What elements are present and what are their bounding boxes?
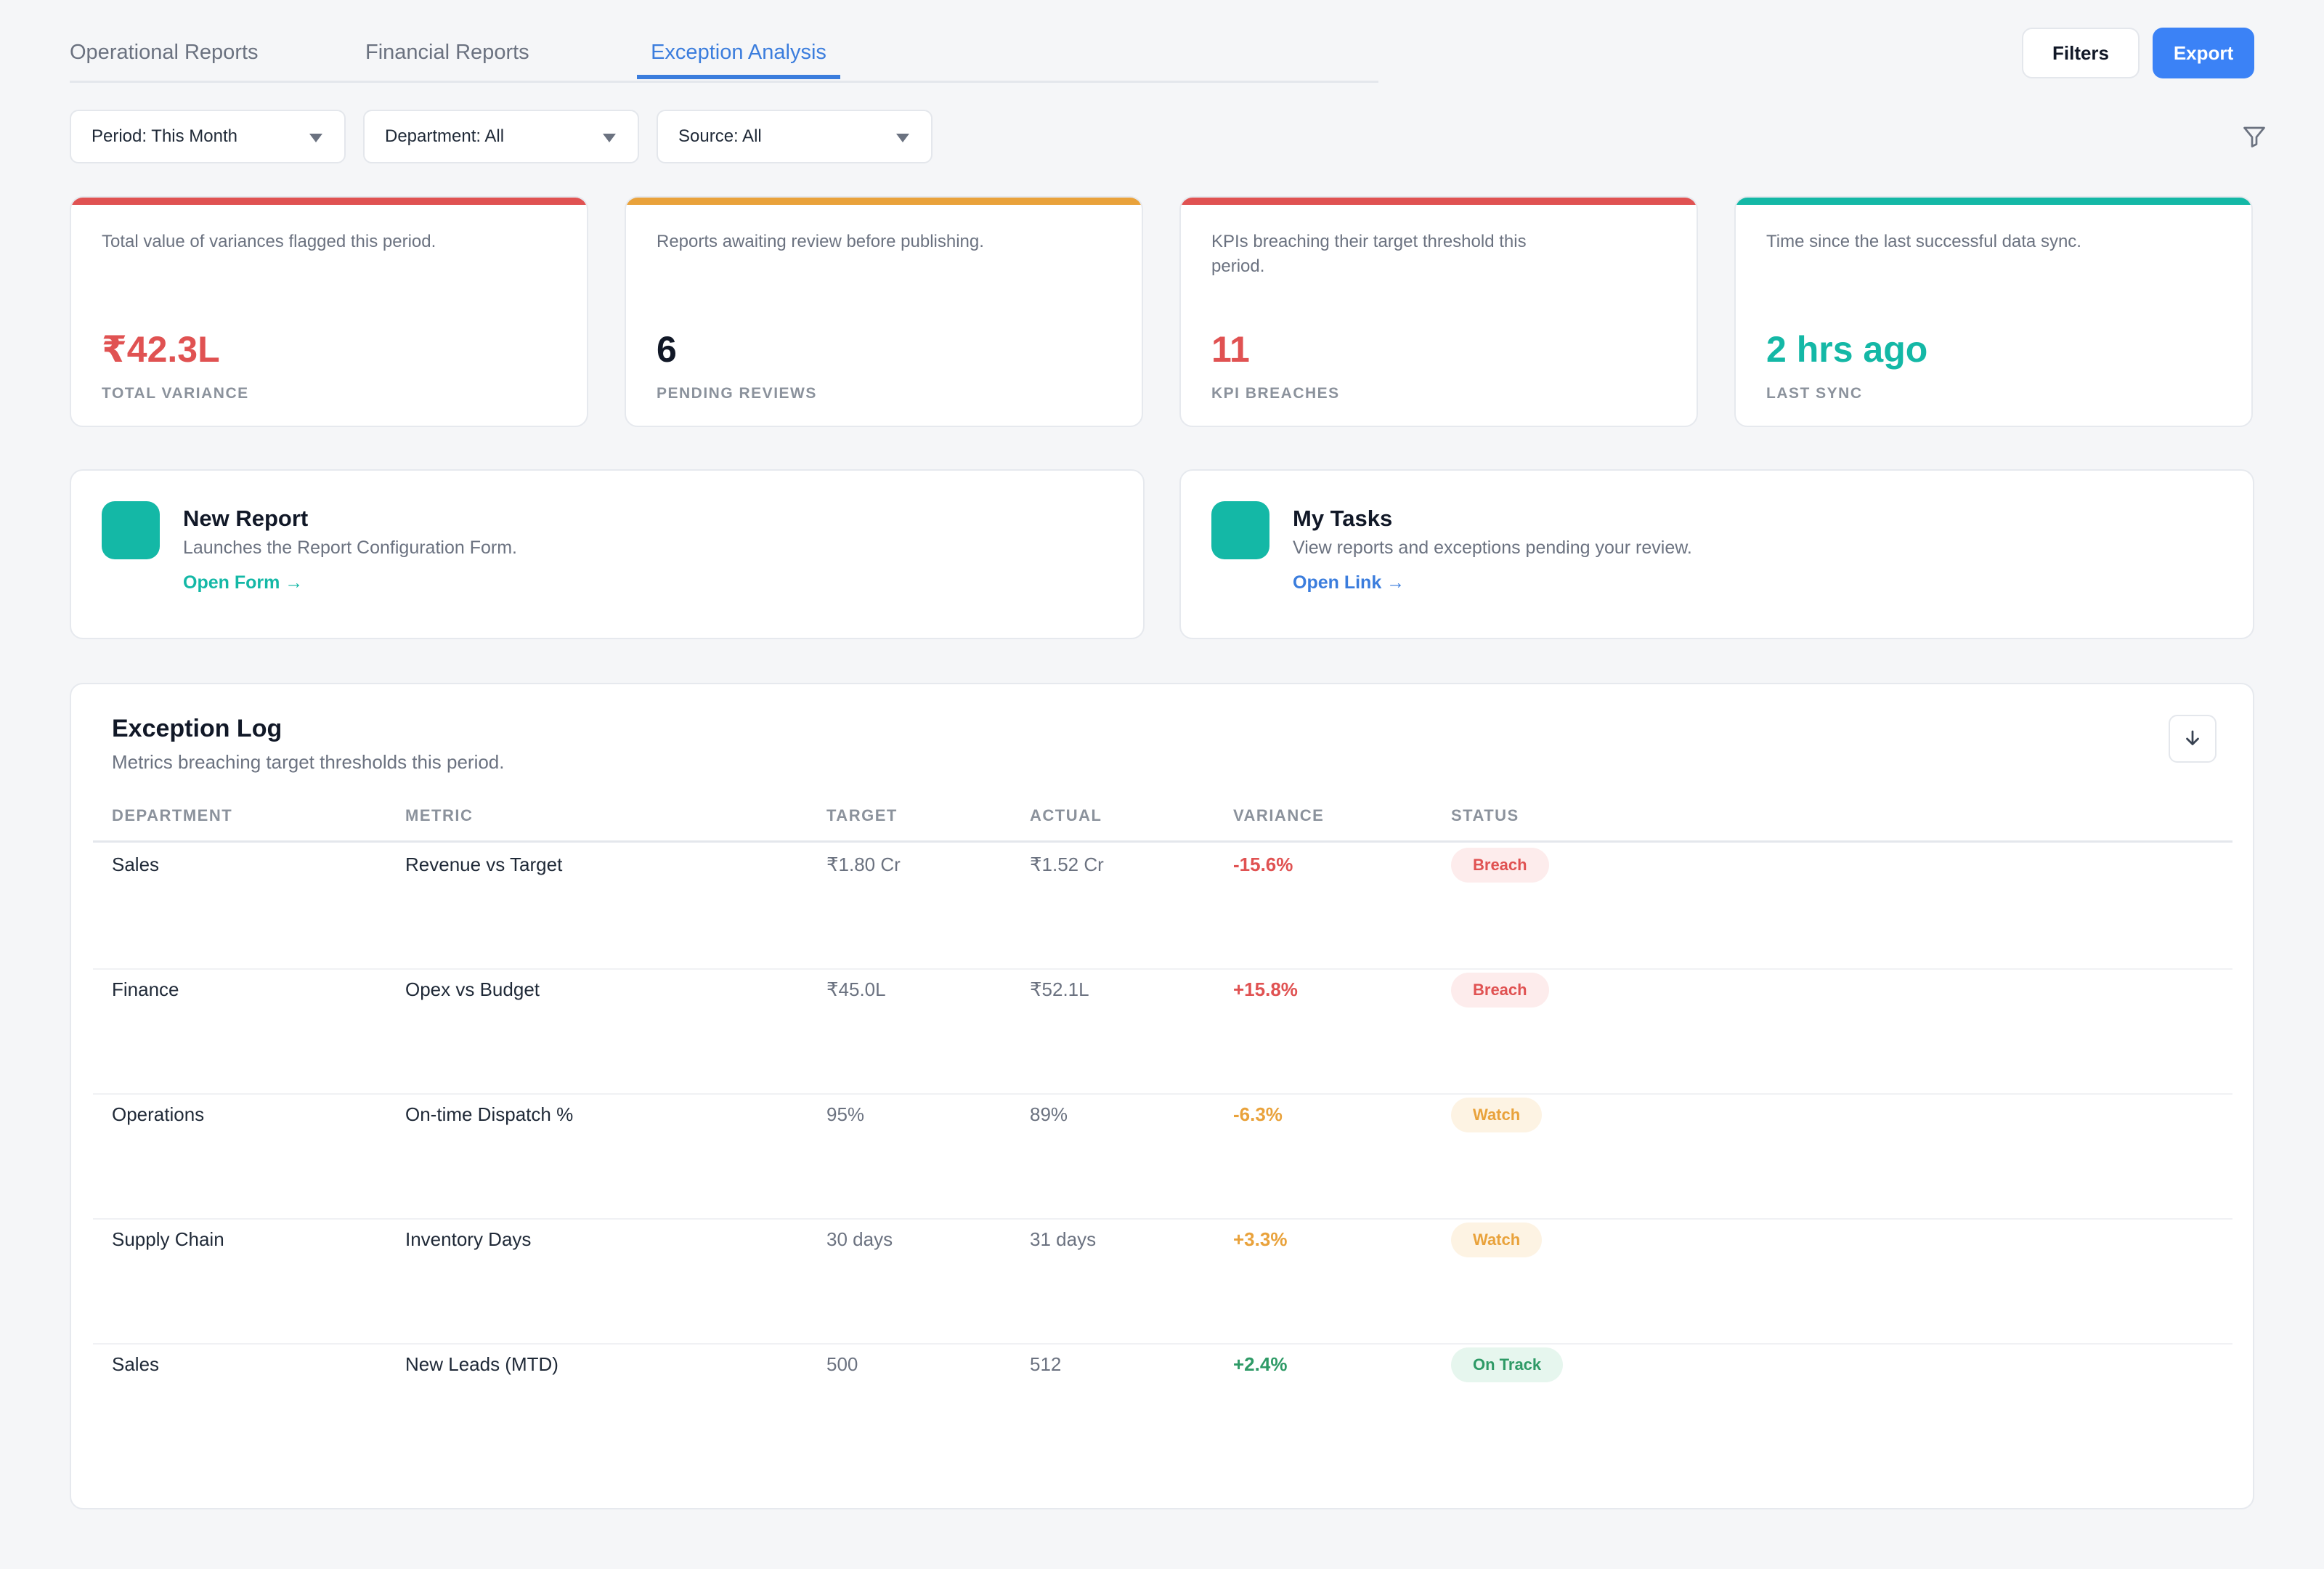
new-report-title: New Report bbox=[183, 506, 309, 531]
download-icon bbox=[2186, 730, 2199, 745]
cell-actual: ₹52.1L bbox=[1030, 978, 1089, 1000]
cell-department: Supply Chain bbox=[112, 1228, 224, 1250]
open-form-link[interactable]: Open Form → bbox=[183, 572, 304, 593]
source-select[interactable]: Source: All bbox=[657, 110, 933, 163]
kpi-value: 6 bbox=[657, 329, 677, 370]
kpi-card-kpi-breaches: KPIs breaching their target threshold th… bbox=[1179, 196, 1698, 427]
period-select[interactable]: Period: This Month bbox=[70, 110, 346, 163]
my-tasks-icon bbox=[1211, 501, 1269, 559]
status-badge: Breach bbox=[1451, 848, 1549, 883]
kpi-value: 11 bbox=[1211, 329, 1250, 370]
kpi-label: TOTAL VARIANCE bbox=[102, 385, 249, 402]
cell-metric: Opex vs Budget bbox=[405, 978, 540, 1000]
filters-button[interactable]: Filters bbox=[2022, 28, 2140, 78]
cell-metric: Revenue vs Target bbox=[405, 854, 563, 875]
kpi-accent-bar bbox=[1736, 198, 2251, 205]
new-report-icon bbox=[102, 501, 160, 559]
export-button[interactable]: Export bbox=[2153, 28, 2254, 78]
new-report-card: New Report Launches the Report Configura… bbox=[70, 469, 1145, 639]
cell-target: ₹1.80 Cr bbox=[826, 854, 901, 875]
kpi-label: KPI BREACHES bbox=[1211, 385, 1340, 402]
table-row[interactable]: Finance Opex vs Budget ₹45.0L ₹52.1L +15… bbox=[93, 970, 2232, 1095]
period-select-label: Period: This Month bbox=[92, 126, 237, 146]
tab-operational-reports[interactable]: Operational Reports bbox=[70, 41, 259, 64]
my-tasks-card: My Tasks View reports and exceptions pen… bbox=[1179, 469, 2254, 639]
cell-variance: -6.3% bbox=[1233, 1103, 1283, 1125]
tab-financial-reports[interactable]: Financial Reports bbox=[365, 41, 529, 64]
cell-department: Operations bbox=[112, 1103, 205, 1125]
kpi-label: PENDING REVIEWS bbox=[657, 385, 817, 402]
status-badge: Breach bbox=[1451, 973, 1549, 1008]
tab-exception-analysis[interactable]: Exception Analysis bbox=[637, 41, 840, 79]
cell-variance: +15.8% bbox=[1233, 978, 1298, 1000]
caret-down-icon bbox=[309, 134, 322, 142]
column-header-actual: ACTUAL bbox=[1030, 806, 1102, 824]
download-button[interactable] bbox=[2169, 715, 2217, 763]
cell-department: Finance bbox=[112, 978, 179, 1000]
table-row[interactable]: Operations On-time Dispatch % 95% 89% -6… bbox=[93, 1095, 2232, 1220]
kpi-card-pending-reviews: Reports awaiting review before publishin… bbox=[625, 196, 1143, 427]
cell-target: 500 bbox=[826, 1353, 858, 1375]
status-badge: Watch bbox=[1451, 1098, 1543, 1132]
kpi-value: 2 hrs ago bbox=[1766, 329, 1928, 370]
cell-target: 30 days bbox=[826, 1228, 893, 1250]
cell-metric: On-time Dispatch % bbox=[405, 1103, 574, 1125]
kpi-label: LAST SYNC bbox=[1766, 385, 1863, 402]
cell-metric: New Leads (MTD) bbox=[405, 1353, 558, 1375]
exception-log-title: Exception Log bbox=[112, 715, 283, 742]
cell-department: Sales bbox=[112, 1353, 160, 1375]
exception-log-subtitle: Metrics breaching target thresholds this… bbox=[112, 751, 505, 773]
cell-metric: Inventory Days bbox=[405, 1228, 532, 1250]
column-header-metric: METRIC bbox=[405, 806, 474, 824]
kpi-card-last-sync: Time since the last successful data sync… bbox=[1734, 196, 2253, 427]
cell-actual: 31 days bbox=[1030, 1228, 1097, 1250]
kpi-card-total-variance: Total value of variances flagged this pe… bbox=[70, 196, 588, 427]
source-select-label: Source: All bbox=[678, 126, 762, 146]
column-header-target: TARGET bbox=[826, 806, 898, 824]
table-row[interactable]: Sales Revenue vs Target ₹1.80 Cr ₹1.52 C… bbox=[93, 845, 2232, 970]
cell-actual: 89% bbox=[1030, 1103, 1068, 1125]
my-tasks-title: My Tasks bbox=[1293, 506, 1393, 531]
cell-variance: +3.3% bbox=[1233, 1228, 1288, 1250]
column-header-variance: VARIANCE bbox=[1233, 806, 1325, 824]
status-badge: On Track bbox=[1451, 1347, 1564, 1382]
table-header: DEPARTMENT METRIC TARGET ACTUAL VARIANCE… bbox=[93, 802, 2232, 843]
column-header-status: STATUS bbox=[1451, 806, 1519, 824]
cell-department: Sales bbox=[112, 854, 160, 875]
kpi-description: KPIs breaching their target threshold th… bbox=[1211, 232, 1527, 276]
status-badge: Watch bbox=[1451, 1223, 1543, 1257]
my-tasks-subtitle: View reports and exceptions pending your… bbox=[1293, 538, 1692, 558]
report-tabs: Operational Reports Financial Reports Ex… bbox=[70, 29, 1378, 83]
caret-down-icon bbox=[603, 134, 616, 142]
table-row[interactable]: Sales New Leads (MTD) 500 512 +2.4% On T… bbox=[93, 1345, 2232, 1469]
open-link-link[interactable]: Open Link → bbox=[1293, 572, 1405, 593]
funnel-icon[interactable] bbox=[2241, 123, 2267, 150]
kpi-description: Total value of variances flagged this pe… bbox=[102, 232, 436, 251]
cell-actual: ₹1.52 Cr bbox=[1030, 854, 1104, 875]
department-select-label: Department: All bbox=[385, 126, 505, 146]
cell-variance: -15.6% bbox=[1233, 854, 1293, 875]
kpi-accent-bar bbox=[1181, 198, 1697, 205]
kpi-accent-bar bbox=[71, 198, 587, 205]
cell-actual: 512 bbox=[1030, 1353, 1062, 1375]
kpi-description: Reports awaiting review before publishin… bbox=[657, 232, 984, 251]
new-report-subtitle: Launches the Report Configuration Form. bbox=[183, 538, 517, 558]
column-header-department: DEPARTMENT bbox=[112, 806, 233, 824]
cell-target: ₹45.0L bbox=[826, 978, 886, 1000]
department-select[interactable]: Department: All bbox=[363, 110, 639, 163]
kpi-accent-bar bbox=[626, 198, 1142, 205]
kpi-description: Time since the last successful data sync… bbox=[1766, 232, 2081, 251]
exception-log-panel: Exception Log Metrics breaching target t… bbox=[70, 683, 2254, 1509]
kpi-value: ₹42.3L bbox=[102, 329, 220, 370]
cell-variance: +2.4% bbox=[1233, 1353, 1288, 1375]
caret-down-icon bbox=[896, 134, 909, 142]
cell-target: 95% bbox=[826, 1103, 865, 1125]
table-row[interactable]: Supply Chain Inventory Days 30 days 31 d… bbox=[93, 1220, 2232, 1345]
